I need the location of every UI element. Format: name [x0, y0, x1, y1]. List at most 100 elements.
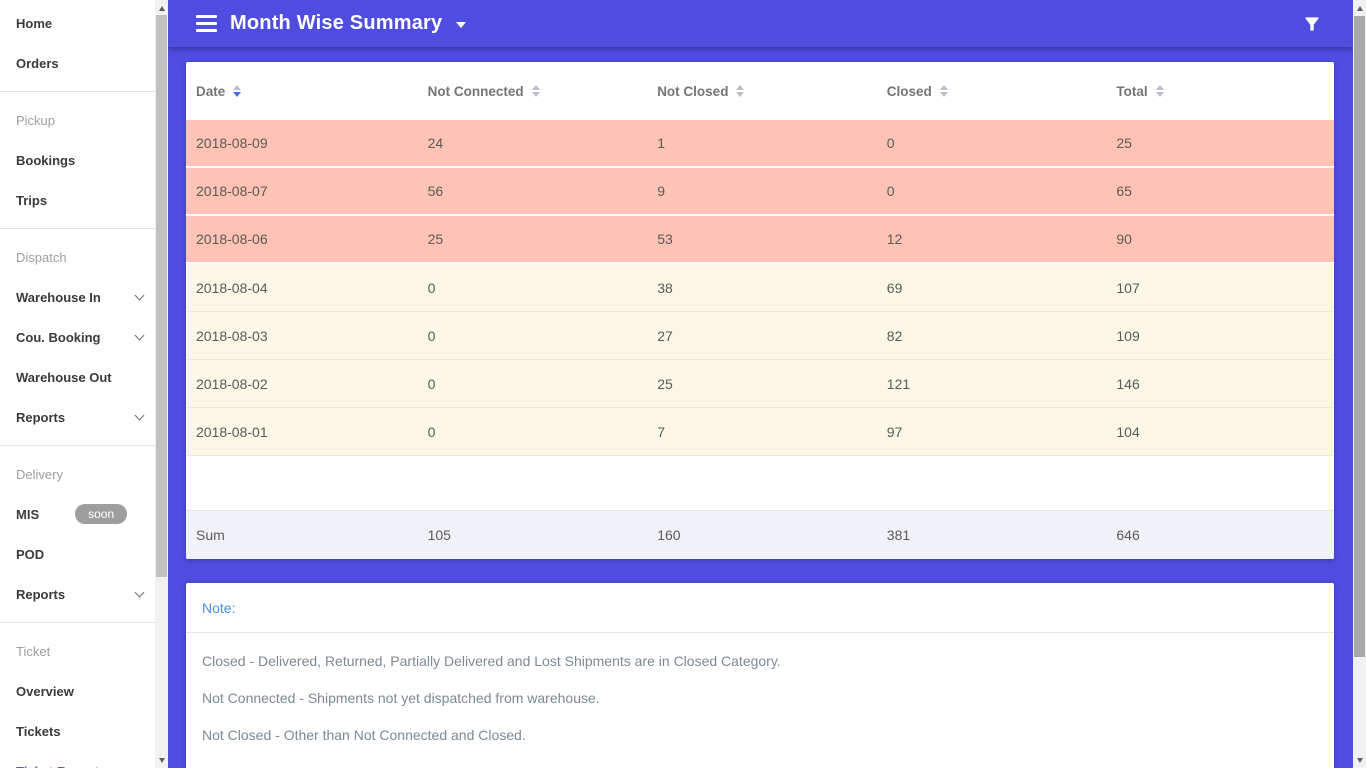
sum-not-connected: 105: [427, 527, 451, 543]
sidebar-item-label: Reports: [16, 586, 66, 602]
menu-icon[interactable]: [196, 15, 217, 32]
sidebar-section-delivery: Delivery: [16, 466, 63, 482]
sidebar-item-label: Tickets: [16, 723, 61, 739]
sidebar-item-label: Trips: [16, 192, 48, 208]
sidebar-item-mis[interactable]: MIS soon: [0, 494, 155, 534]
chevron-down-icon: [134, 410, 145, 421]
sidebar-item-warehouse-in[interactable]: Warehouse In: [0, 277, 155, 317]
appbar: Month Wise Summary: [168, 0, 1353, 47]
cell-total: 25: [1116, 135, 1132, 151]
cell-closed: 0: [886, 135, 895, 151]
cell-not-closed: 7: [657, 423, 665, 440]
cell-not-connected: 0: [427, 375, 436, 392]
cell-not-closed: 1: [657, 135, 665, 151]
sidebar-item-tickets[interactable]: Tickets: [0, 711, 155, 751]
table-row-2018-08-06: 2018-08-06 25 53 12 90: [186, 216, 1334, 264]
column-header-closed[interactable]: Closed: [875, 62, 1105, 120]
table-row-2018-08-04: 2018-08-04 0 38 69 107: [186, 264, 1334, 312]
sidebar-item-warehouse-out[interactable]: Warehouse Out: [0, 357, 155, 397]
table-row-2018-08-02: 2018-08-02 0 25 121 146: [186, 360, 1334, 408]
sidebar-divider: [0, 622, 155, 623]
table-row-2018-08-01: 2018-08-01 0 7 97 104: [186, 408, 1334, 456]
cell-date: 2018-08-06: [196, 231, 268, 247]
sidebar-item-label: Bookings: [16, 152, 76, 168]
sum-closed: 381: [886, 527, 911, 543]
cell-not-closed: 25: [657, 375, 673, 392]
cell-not-closed: 53: [657, 231, 673, 247]
cell-total: 107: [1116, 279, 1140, 296]
sidebar-item-label: Ticket Report: [16, 764, 99, 768]
sidebar-item-label: Home: [16, 15, 53, 31]
sidebar-scrollbar-thumb[interactable]: [156, 15, 167, 577]
cell-total: 109: [1116, 327, 1140, 344]
sort-icon: [233, 85, 242, 97]
sidebar-section-pickup: Pickup: [16, 112, 56, 128]
sidebar-item-orders[interactable]: Orders: [0, 43, 155, 83]
note-title: Note:: [186, 583, 1334, 633]
sidebar-divider: [0, 445, 155, 446]
cell-not-connected: 0: [427, 423, 436, 440]
page-scrollbar[interactable]: [1353, 0, 1366, 768]
cell-closed: 0: [886, 183, 895, 199]
cell-total: 146: [1116, 375, 1140, 392]
cell-date: 2018-08-04: [196, 279, 268, 296]
sort-icon: [736, 85, 745, 97]
chevron-down-icon: [134, 330, 145, 341]
sidebar-item-trips[interactable]: Trips: [0, 180, 155, 220]
scroll-down-icon[interactable]: [155, 753, 168, 767]
sidebar: Home Orders Pickup Bookings Trips Dispat…: [0, 0, 155, 768]
sidebar-item-overview[interactable]: Overview: [0, 671, 155, 711]
empty-row: [186, 456, 1334, 511]
sidebar-item-label: Orders: [16, 55, 59, 71]
sidebar-item-ticket-report[interactable]: Ticket Report: [0, 751, 155, 768]
sidebar-section-ticket: Ticket: [16, 643, 51, 659]
sidebar-item-bookings[interactable]: Bookings: [0, 140, 155, 180]
sidebar-item-label: Overview: [16, 683, 74, 699]
funnel-glyph: [1305, 16, 1319, 31]
cell-date: 2018-08-09: [196, 135, 268, 151]
cell-total: 90: [1116, 231, 1132, 247]
column-header-total[interactable]: Total: [1104, 62, 1334, 120]
scroll-up-icon[interactable]: [155, 1, 168, 15]
cell-closed: 12: [886, 231, 903, 247]
table-row-2018-08-09: 2018-08-09 24 1 0 25: [186, 120, 1334, 168]
chevron-down-icon: [134, 290, 145, 301]
note-line-closed: Closed - Delivered, Returned, Partially …: [202, 652, 781, 669]
sidebar-item-cou-booking[interactable]: Cou. Booking: [0, 317, 155, 357]
column-header-not-closed[interactable]: Not Closed: [645, 62, 875, 120]
sidebar-divider: [0, 228, 155, 229]
cell-date: 2018-08-02: [196, 375, 268, 392]
sidebar-item-home[interactable]: Home: [0, 3, 155, 43]
table-header-row: Date Not Connected Not Closed Closed Tot…: [186, 62, 1334, 120]
cell-total: 65: [1116, 183, 1132, 199]
sidebar-item-label: Warehouse In: [16, 289, 101, 305]
sidebar-item-pod[interactable]: POD: [0, 534, 155, 574]
cell-not-connected: 0: [427, 279, 436, 296]
note-card: Note: Closed - Delivered, Returned, Part…: [186, 583, 1334, 768]
sort-icon: [1155, 85, 1164, 97]
sidebar-section-dispatch: Dispatch: [16, 249, 67, 265]
cell-total: 104: [1116, 423, 1140, 440]
filter-icon[interactable]: [1300, 12, 1324, 36]
sidebar-item-label: Reports: [16, 409, 66, 425]
cell-closed: 69: [886, 279, 903, 296]
scroll-up-icon[interactable]: [1353, 1, 1366, 15]
cell-date: 2018-08-07: [196, 183, 268, 199]
sum-not-closed: 160: [657, 527, 681, 543]
sum-row: Sum 105 160 381 646: [186, 511, 1334, 559]
sidebar-item-label: MIS: [16, 506, 40, 522]
page-title-dropdown[interactable]: Month Wise Summary: [230, 12, 467, 35]
scroll-down-icon[interactable]: [1353, 753, 1366, 767]
sidebar-item-dispatch-reports[interactable]: Reports: [0, 397, 155, 437]
main-content: Month Wise Summary Date Not Connected No…: [168, 0, 1353, 768]
sidebar-divider: [0, 91, 155, 92]
page-scrollbar-thumb[interactable]: [1354, 16, 1365, 657]
chevron-down-icon: [134, 587, 145, 598]
cell-closed: 121: [886, 375, 911, 392]
column-header-not-connected[interactable]: Not Connected: [416, 62, 646, 120]
sidebar-item-delivery-reports[interactable]: Reports: [0, 574, 155, 614]
sidebar-scrollbar[interactable]: [155, 0, 168, 768]
soon-badge: soon: [75, 504, 128, 524]
column-header-date[interactable]: Date: [186, 62, 416, 120]
month-wise-summary-table: Date Not Connected Not Closed Closed Tot…: [186, 62, 1334, 559]
